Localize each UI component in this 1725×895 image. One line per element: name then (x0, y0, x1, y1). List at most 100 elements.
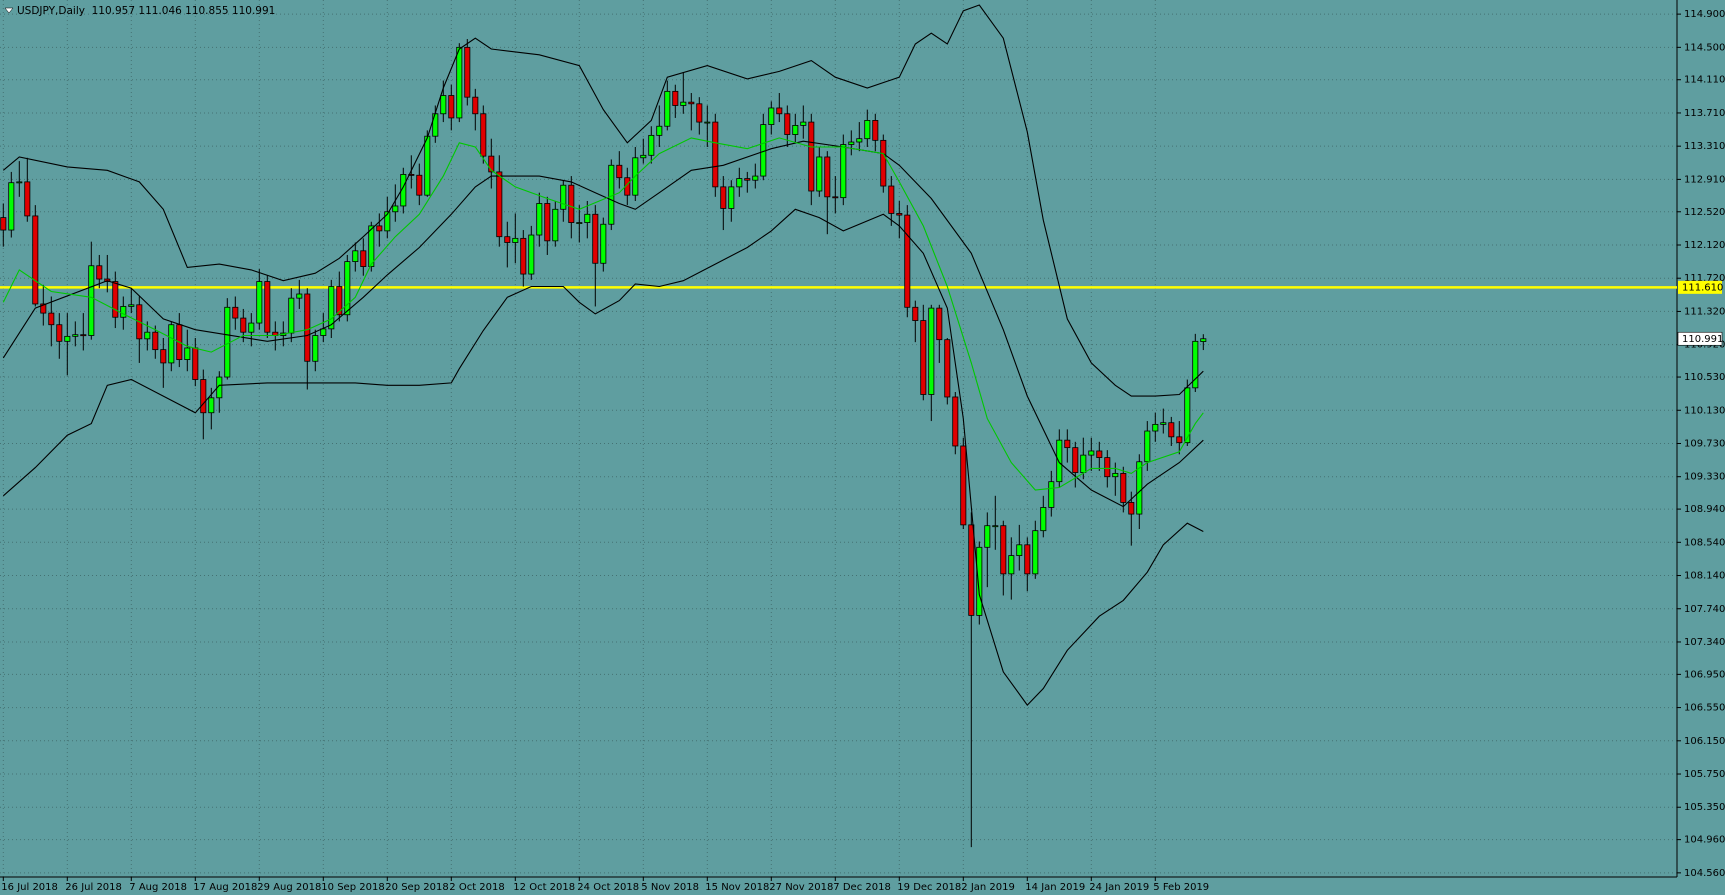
candle-body (320, 328, 327, 336)
indicator-line (2, 140, 1204, 508)
y-tick-label: 106.950 (1684, 669, 1725, 680)
candle-body (1080, 454, 1087, 473)
y-tick-label: 111.720 (1684, 273, 1725, 284)
candle-body (1184, 387, 1191, 444)
y-tick-label: 107.340 (1684, 637, 1725, 648)
candle-body (936, 307, 943, 341)
candle-body (600, 223, 607, 264)
candle-body (1032, 530, 1039, 575)
y-tick-label: 105.750 (1684, 769, 1725, 780)
x-tick-label: 29 Aug 2018 (257, 882, 321, 893)
candle-body (184, 347, 191, 361)
candle-body (480, 113, 487, 157)
candle-body (376, 225, 383, 232)
candle-body (808, 121, 815, 192)
candle-body (928, 307, 935, 395)
candle-body (888, 185, 895, 214)
x-tick-label: 27 Nov 2018 (769, 882, 833, 893)
candle-body (568, 184, 575, 223)
candle-body (912, 306, 919, 321)
x-tick-label: 12 Oct 2018 (513, 882, 575, 893)
x-tick-label: 2 Oct 2018 (449, 882, 504, 893)
candle-body (336, 286, 343, 316)
candle-body (488, 155, 495, 173)
candle-body (120, 306, 127, 318)
y-tick-label: 109.330 (1684, 472, 1725, 483)
y-tick-label: 105.350 (1684, 802, 1725, 813)
x-tick-label: 7 Aug 2018 (129, 882, 187, 893)
candle-body (144, 331, 151, 340)
candle-body (416, 174, 423, 196)
y-tick-label: 112.520 (1684, 207, 1725, 218)
bid-label: 110.991 (1682, 334, 1723, 345)
candle-body (648, 134, 655, 156)
candle-body (584, 213, 591, 223)
candle-body (48, 312, 55, 326)
candle-body (168, 324, 175, 364)
candle-body (664, 90, 671, 127)
candle-body (496, 171, 503, 238)
candle-body (400, 174, 407, 207)
candle-body (1136, 461, 1143, 515)
candle-body (1120, 472, 1127, 503)
candle-body (448, 95, 455, 119)
candle-body (24, 181, 31, 217)
candle-body (40, 303, 47, 314)
bid-label-box (1677, 331, 1723, 346)
candle-body (1144, 430, 1151, 463)
candle-body (552, 208, 559, 242)
x-tick-label: 24 Oct 2018 (577, 882, 639, 893)
candle-body (544, 203, 551, 242)
x-tick-label: 17 Aug 2018 (193, 882, 257, 893)
candle-body (736, 178, 743, 188)
candle-body (848, 141, 855, 145)
y-tick-label: 106.150 (1684, 736, 1725, 747)
candle-body (976, 546, 983, 616)
y-tick-label: 109.730 (1684, 438, 1725, 449)
candle-body (1128, 502, 1135, 515)
candle-body (792, 125, 799, 135)
candle-body (920, 320, 927, 395)
candle-body (360, 250, 367, 267)
candle-body (424, 135, 431, 196)
y-tick-label: 114.500 (1684, 42, 1725, 53)
candle-body (904, 214, 911, 308)
candle-body (248, 322, 255, 333)
candle-body (224, 306, 231, 378)
candle-body (328, 286, 335, 330)
y-tick-label: 114.110 (1684, 75, 1725, 86)
x-tick-label: 10 Sep 2018 (321, 882, 384, 893)
x-tick-label: 15 Nov 2018 (705, 882, 769, 893)
candle-body (64, 335, 71, 342)
candle-body (832, 196, 839, 199)
y-tick-label: 110.130 (1684, 405, 1725, 416)
candle-body (344, 261, 351, 316)
candle-body (1008, 555, 1015, 575)
candle-body (768, 107, 775, 125)
menu-arrow[interactable] (4, 7, 14, 14)
candle-body (672, 90, 679, 106)
candle-body (264, 281, 271, 333)
y-tick-label: 108.940 (1684, 504, 1725, 515)
candle-body (968, 524, 975, 616)
candle-body (1056, 439, 1063, 483)
candle-body (680, 101, 687, 106)
candle-body (560, 184, 567, 210)
candle-body (128, 304, 135, 307)
candle-body (952, 396, 959, 447)
chart-title: USDJPY,Daily 110.957 111.046 110.855 110… (17, 5, 275, 17)
candle-body (56, 324, 63, 342)
y-tick-label: 113.310 (1684, 141, 1725, 152)
candle-body (896, 213, 903, 216)
candle-body (640, 154, 647, 159)
y-tick-label: 104.960 (1684, 835, 1725, 846)
candle-body (592, 213, 599, 264)
candle-body (752, 175, 759, 181)
x-tick-label: 20 Sep 2018 (385, 882, 448, 893)
candle-body (688, 101, 695, 105)
candle-body (16, 181, 23, 184)
candle-body (368, 225, 375, 267)
candle-body (960, 445, 967, 526)
